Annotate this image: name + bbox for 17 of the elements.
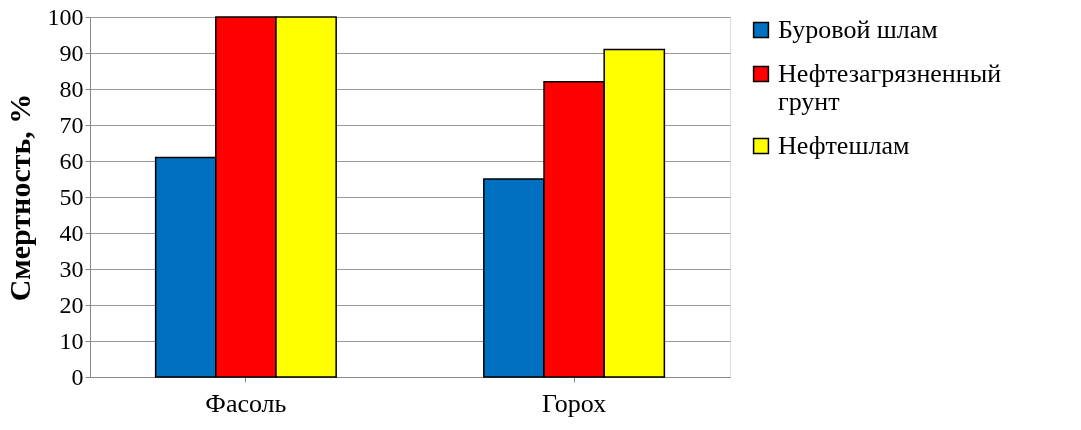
y-tick-label: 10 — [59, 327, 84, 354]
y-tick-label: 50 — [59, 183, 84, 210]
x-tick-label: Фасоль — [205, 388, 287, 418]
y-axis-title: Смертность, % — [2, 93, 36, 302]
y-tick-label: 100 — [47, 3, 84, 30]
x-tick-label: Горох — [542, 388, 607, 418]
y-tick-label: 80 — [59, 75, 84, 102]
y-tick-label: 20 — [59, 291, 84, 318]
y-tick-label: 70 — [59, 111, 84, 138]
legend-label: Нефтезагрязненный грунт — [778, 59, 1002, 116]
y-tick-label: 60 — [59, 147, 84, 174]
legend-label: Нефтешлам — [778, 131, 910, 160]
y-tick-label: 90 — [59, 39, 84, 66]
y-tick-label: 0 — [71, 363, 84, 390]
y-tick-label: 30 — [59, 255, 84, 282]
legend-label: Буровой шлам — [778, 15, 938, 44]
y-tick-label: 40 — [59, 219, 84, 246]
